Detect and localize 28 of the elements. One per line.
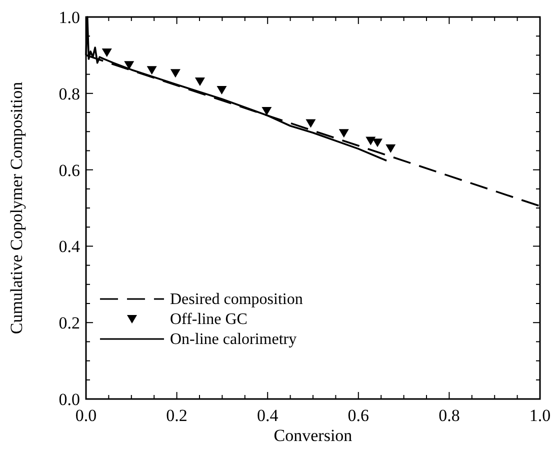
- x-tick-label: 0.8: [438, 406, 460, 425]
- point: [216, 86, 227, 94]
- y-tick-label: 0.6: [58, 160, 80, 180]
- point: [194, 78, 205, 86]
- x-axis-title: Conversion: [274, 426, 353, 445]
- x-tick-label: 0.6: [348, 406, 370, 425]
- point: [262, 106, 272, 116]
- point: [386, 144, 396, 153]
- x-tick-label: 1.0: [529, 406, 551, 425]
- point: [170, 69, 180, 78]
- x-tick-label: 0.4: [256, 406, 279, 425]
- y-tick-label: 1.0: [58, 8, 80, 27]
- x-tick-label: 0.0: [75, 406, 97, 425]
- y-tick-label: 0.8: [58, 84, 80, 104]
- legend-label: Desired composition: [170, 291, 303, 308]
- y-tick-label: 0.2: [58, 314, 80, 333]
- y-tick-label: 0.0: [58, 390, 80, 409]
- point: [338, 129, 349, 138]
- point: [306, 119, 316, 128]
- x-tick-label: 0.2: [166, 406, 188, 425]
- point: [372, 138, 382, 148]
- y-tick-label: 0.4: [58, 237, 80, 256]
- point: [102, 48, 112, 58]
- legend-label: Off-line GC: [170, 311, 248, 328]
- point: [124, 61, 134, 70]
- point: [146, 66, 157, 75]
- legend-label: On-line calorimetry: [170, 331, 297, 348]
- y-axis-title: Cumulative Copolymer Composition: [7, 81, 26, 334]
